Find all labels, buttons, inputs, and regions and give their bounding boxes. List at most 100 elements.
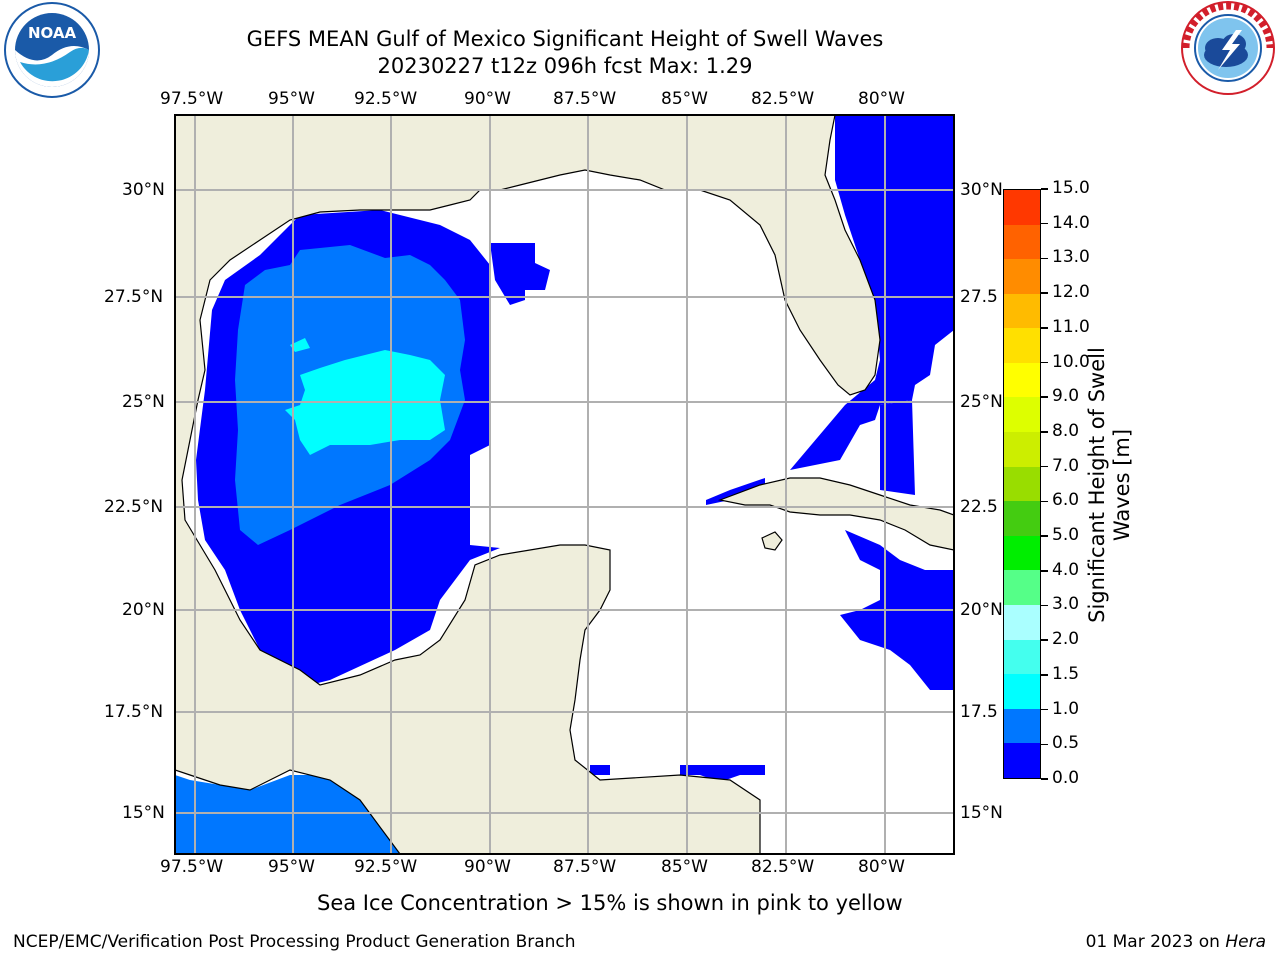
colorbar-label-line1: Significant Height of Swell — [1085, 347, 1109, 623]
swell-band-0-0.5m-patch-b — [590, 765, 610, 775]
lon-label-bottom-92.5w: 92.5°W — [354, 857, 418, 877]
lon-label-bottom-82.5w: 82.5°W — [751, 857, 815, 877]
colorbar-tick-label: 10.0 — [1052, 351, 1090, 372]
footer-host: Hera — [1225, 932, 1266, 952]
colorbar-tick-mark — [1041, 222, 1048, 225]
colorbar-segment — [1004, 570, 1040, 606]
lon-label-bottom-80w: 80°W — [858, 857, 905, 877]
lat-label-left-30n: 30°N — [122, 180, 165, 200]
lat-label-right-22.5n: 22.5 — [960, 497, 998, 517]
land-mexico-us-west — [175, 115, 881, 854]
noaa-logo: NOAA — [4, 2, 100, 98]
colorbar-segment — [1004, 501, 1040, 536]
colorbar-segment — [1004, 708, 1040, 744]
colorbar-tick-mark — [1041, 778, 1048, 780]
lon-label-top-92.5w: 92.5°W — [354, 89, 418, 109]
colorbar-segment — [1004, 674, 1040, 709]
sea-ice-note: Sea Ice Concentration > 15% is shown in … — [317, 891, 903, 915]
footer-credit: NCEP/EMC/Verification Post Processing Pr… — [13, 932, 576, 952]
lon-label-bottom-87.5w: 87.5°W — [553, 857, 617, 877]
colorbar-tick-mark — [1041, 674, 1048, 676]
noaa-logo-text: NOAA — [28, 24, 77, 42]
colorbar-tick-mark — [1041, 570, 1048, 572]
swell-band-0-0.5m-patch-c — [680, 765, 765, 782]
colorbar-tick-mark — [1041, 708, 1048, 711]
colorbar-segment — [1004, 639, 1040, 675]
colorbar-tick-mark — [1041, 639, 1048, 641]
colorbar-tick-mark — [1041, 396, 1048, 398]
lon-label-top-82.5w: 82.5°W — [751, 89, 815, 109]
lon-label-top-95w: 95°W — [268, 89, 315, 109]
colorbar-label-line2: Waves [m] — [1110, 428, 1134, 542]
colorbar-tick-mark — [1041, 361, 1048, 364]
colorbar-tick-label: 12.0 — [1052, 282, 1090, 303]
lon-label-bottom-97.5w: 97.5°W — [160, 857, 224, 877]
colorbar-segment — [1004, 605, 1040, 640]
lat-label-right-17.5n: 17.5 — [960, 702, 998, 722]
colorbar-ticks: 0.0 0.5 1.0 1.5 2.0 3.0 4.0 5.0 6.0 7.0 8.0 9.0 10.0… — [1041, 178, 1101, 788]
colorbar-tick-mark — [1041, 431, 1048, 433]
colorbar — [1003, 189, 1041, 779]
lon-label-top-80w: 80°W — [858, 89, 905, 109]
colorbar-tick-label: 4.0 — [1052, 559, 1080, 580]
colorbar-tick-label: 9.0 — [1052, 386, 1080, 407]
colorbar-tick-mark — [1041, 535, 1048, 537]
colorbar-label: Significant Height of Swell Waves [m] — [1085, 335, 1135, 635]
colorbar-segment — [1004, 397, 1040, 433]
colorbar-tick-mark — [1041, 604, 1048, 607]
footer-date: 01 Mar 2023 on Hera — [1086, 932, 1266, 952]
lat-label-left-27.5n: 27.5°N — [104, 287, 164, 307]
colorbar-segment — [1004, 224, 1040, 260]
nws-logo — [1181, 1, 1275, 95]
colorbar-segment — [1004, 293, 1040, 329]
lat-label-left-25n: 25°N — [122, 392, 165, 412]
lat-label-right-27.5n: 27.5 — [960, 287, 998, 307]
swell-band-0-0.5m-straits — [880, 400, 915, 495]
colorbar-tick-label: 2.0 — [1052, 629, 1080, 650]
land-cuba — [717, 477, 954, 551]
colorbar-tick-label: 5.0 — [1052, 525, 1080, 546]
footer-date-text: 01 Mar 2023 on — [1085, 932, 1226, 952]
graticule — [175, 115, 954, 854]
colorbar-segment — [1004, 535, 1040, 571]
lon-label-top-90w: 90°W — [464, 89, 511, 109]
colorbar-tick-label: 14.0 — [1052, 212, 1090, 233]
colorbar-tick-label: 13.0 — [1052, 247, 1090, 268]
swell-band-0-0.5m-patch-a — [490, 243, 550, 305]
swell-band-0-0.5m-atlantic — [790, 115, 954, 470]
lat-label-left-15n: 15°N — [122, 803, 165, 823]
colorbar-tick-label: 6.0 — [1052, 490, 1080, 511]
swell-band-0.5-1.0m-south — [175, 775, 430, 854]
colorbar-tick-label: 1.5 — [1052, 663, 1080, 684]
chart-title-line2: 20230227 t12z 096h fcst Max: 1.29 — [377, 54, 753, 78]
colorbar-tick-label: 8.0 — [1052, 420, 1080, 441]
colorbar-tick-mark — [1041, 743, 1048, 746]
lon-label-top-85w: 85°W — [661, 89, 708, 109]
colorbar-segment — [1004, 259, 1040, 294]
colorbar-tick-label: 0.0 — [1052, 768, 1080, 788]
land-isla-juventud — [761, 531, 783, 551]
lat-label-left-22.5n: 22.5°N — [104, 497, 164, 517]
colorbar-tick-mark — [1041, 292, 1048, 294]
colorbar-segment — [1004, 743, 1040, 778]
lon-label-bottom-90w: 90°W — [464, 857, 511, 877]
colorbar-tick-mark — [1041, 257, 1048, 260]
chart-title-line1: GEFS MEAN Gulf of Mexico Significant Hei… — [246, 27, 884, 51]
colorbar-segment — [1004, 189, 1040, 225]
colorbar-tick-mark — [1041, 500, 1048, 503]
colorbar-tick-mark — [1041, 465, 1048, 468]
colorbar-tick-label: 0.5 — [1052, 733, 1080, 754]
colorbar-tick-label: 11.0 — [1052, 316, 1090, 337]
lat-label-left-20n: 20°N — [122, 600, 165, 620]
lat-label-right-15n: 15°N — [960, 803, 1003, 823]
colorbar-tick-label: 3.0 — [1052, 594, 1080, 615]
lon-label-top-97.5w: 97.5°W — [160, 89, 224, 109]
lon-label-bottom-95w: 95°W — [268, 857, 315, 877]
swell-band-1.0-1.5m-speck — [290, 338, 310, 352]
lat-label-left-17.5n: 17.5°N — [104, 702, 164, 722]
swell-band-0-0.5m-patch-d — [706, 478, 765, 505]
map-frame — [174, 114, 955, 855]
colorbar-segment — [1004, 466, 1040, 502]
lat-label-right-30n: 30°N — [960, 180, 1003, 200]
colorbar-tick-label: 7.0 — [1052, 455, 1080, 476]
